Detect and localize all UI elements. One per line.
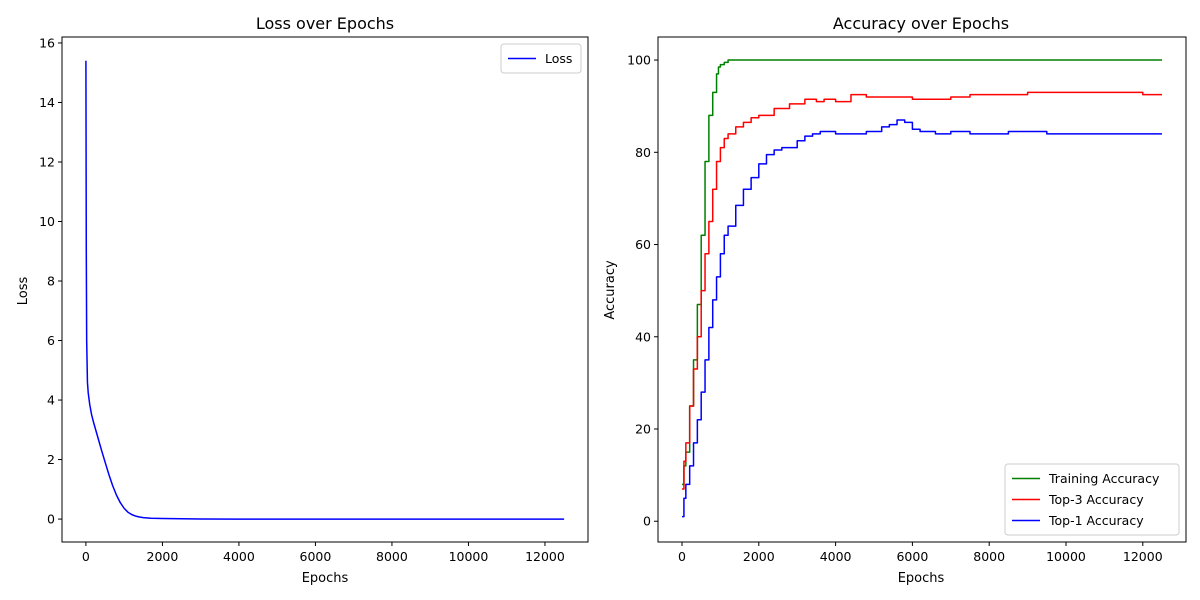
accuracy-chart-xtick-label: 4000 xyxy=(820,549,852,564)
loss-chart-ytick-label: 10 xyxy=(39,214,55,229)
accuracy-chart-legend: Training Accuracy Top-3 Accuracy Top-1 Acc… xyxy=(1004,463,1180,536)
loss-chart-ytick-label: 14 xyxy=(39,95,55,110)
accuracy-chart-ytick-label: 100 xyxy=(627,53,651,68)
accuracy-chart-series-top-1-accuracy xyxy=(682,119,1162,518)
loss-chart-xtick-label: 8000 xyxy=(376,549,408,564)
loss-chart-ytick-label: 4 xyxy=(47,393,55,408)
loss-chart-lines xyxy=(85,60,565,520)
accuracy-chart-legend-box xyxy=(1004,463,1180,536)
accuracy-chart-xtick-label: 6000 xyxy=(896,549,928,564)
accuracy-chart-ytick-label: 40 xyxy=(635,329,651,344)
accuracy-chart-legend-label: Training Accuracy xyxy=(1048,471,1160,486)
loss-chart-xlabel: Epochs xyxy=(302,571,349,586)
loss-chart-ytick-label: 16 xyxy=(39,35,55,50)
accuracy-chart-series-training-accuracy xyxy=(682,59,1162,486)
loss-chart-xtick-label: 0 xyxy=(82,549,90,564)
loss-chart-ytick-label: 12 xyxy=(39,154,55,169)
accuracy-chart-xtick-label: 2000 xyxy=(743,549,775,564)
accuracy-chart-ytick-label: 0 xyxy=(643,514,651,529)
loss-chart-ylabel: Loss xyxy=(16,277,31,306)
loss-chart-legend: Loss xyxy=(500,43,582,74)
accuracy-chart-ytick-label: 20 xyxy=(635,422,651,437)
accuracy-chart-title: Accuracy over Epochs xyxy=(833,14,1009,33)
accuracy-chart-ytick-label: 80 xyxy=(635,145,651,160)
accuracy-chart-ticks: 0 2000 4000 6000 8000 10000 12000 0 20 40 60 80 100 xyxy=(627,53,1163,564)
accuracy-chart-xtick-label: 10000 xyxy=(1046,549,1086,564)
loss-chart-series-loss xyxy=(85,60,565,520)
loss-chart-xtick-label: 4000 xyxy=(223,549,255,564)
accuracy-chart-xtick-label: 12000 xyxy=(1123,549,1163,564)
accuracy-chart-legend-label: Top-3 Accuracy xyxy=(1048,492,1144,507)
accuracy-chart: Accuracy over Epochs Epochs Accuracy 0 20… xyxy=(603,14,1187,586)
loss-chart-ytick-label: 6 xyxy=(47,333,55,348)
accuracy-chart-xlabel: Epochs xyxy=(898,571,945,586)
loss-chart-title: Loss over Epochs xyxy=(256,14,394,33)
accuracy-chart-xtick-label: 0 xyxy=(678,549,686,564)
loss-chart-legend-label: Loss xyxy=(545,51,572,66)
loss-chart-ticks: 0 2000 4000 6000 8000 10000 12000 0 2 4 6 8 10 12 14 16 xyxy=(39,35,565,564)
loss-chart-legend-box xyxy=(500,43,582,74)
loss-chart-frame xyxy=(61,36,589,543)
loss-chart-ytick-label: 8 xyxy=(47,274,55,289)
loss-chart: Loss over Epochs Epochs Loss 0 2000 4000 60… xyxy=(16,14,589,586)
loss-chart-ytick-label: 0 xyxy=(47,512,55,527)
loss-chart-xtick-label: 12000 xyxy=(525,549,565,564)
accuracy-chart-ytick-label: 60 xyxy=(635,237,651,252)
accuracy-chart-xtick-label: 8000 xyxy=(973,549,1005,564)
accuracy-chart-series-top-3-accuracy xyxy=(682,91,1162,490)
loss-chart-xtick-label: 2000 xyxy=(147,549,179,564)
accuracy-chart-lines xyxy=(682,59,1162,518)
loss-chart-xtick-label: 6000 xyxy=(300,549,332,564)
accuracy-chart-legend-label: Top-1 Accuracy xyxy=(1048,513,1144,528)
loss-chart-xtick-label: 10000 xyxy=(449,549,489,564)
accuracy-chart-frame xyxy=(657,36,1187,543)
accuracy-chart-ylabel: Accuracy xyxy=(603,260,618,320)
loss-chart-ytick-label: 2 xyxy=(47,452,55,467)
